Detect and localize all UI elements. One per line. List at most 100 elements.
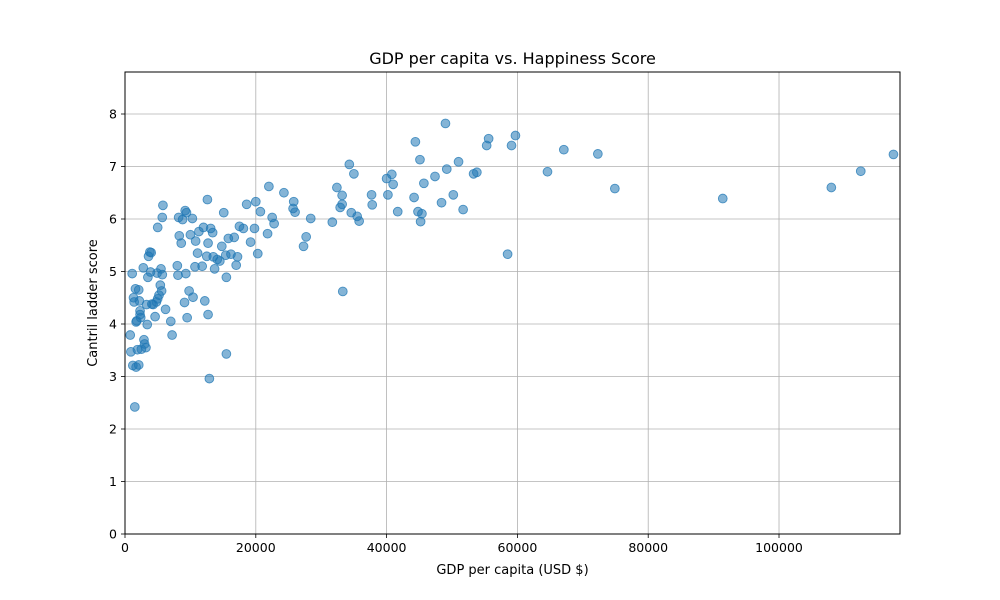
data-point <box>337 190 347 201</box>
data-point <box>436 197 447 208</box>
data-point <box>221 272 232 283</box>
data-point <box>392 206 403 217</box>
y-tick-label: 5 <box>109 264 117 279</box>
data-point <box>199 296 210 306</box>
data-point <box>542 166 553 177</box>
data-point <box>172 260 183 271</box>
data-point <box>204 373 215 384</box>
data-point <box>888 149 899 160</box>
plot-frame <box>124 71 901 535</box>
y-axis-label: Cantril ladder score <box>86 239 101 367</box>
data-point <box>197 261 208 272</box>
data-point <box>173 270 183 281</box>
data-point <box>419 178 429 189</box>
x-tick-label: 80000 <box>628 540 668 555</box>
data-point <box>187 213 198 224</box>
data-point <box>409 192 419 203</box>
data-point <box>181 207 192 218</box>
data-point <box>354 216 364 226</box>
data-point <box>142 319 153 330</box>
data-point <box>855 166 866 177</box>
data-point <box>410 136 421 147</box>
data-point <box>249 223 260 234</box>
data-point <box>176 238 187 249</box>
data-point <box>610 183 620 194</box>
data-point <box>221 349 232 359</box>
data-points <box>125 118 899 412</box>
data-point <box>129 402 140 412</box>
data-point <box>269 218 279 229</box>
data-point <box>298 241 309 252</box>
data-point <box>255 206 266 217</box>
data-point <box>252 248 263 259</box>
grid-lines <box>124 72 900 535</box>
data-point <box>182 312 192 323</box>
data-point <box>472 167 482 178</box>
data-point <box>332 182 342 193</box>
data-point <box>592 149 603 159</box>
y-tick-label: 6 <box>109 212 117 227</box>
data-point <box>502 249 513 260</box>
x-tick-label: 60000 <box>498 540 538 555</box>
data-point <box>207 227 218 238</box>
data-point <box>150 311 160 322</box>
data-point <box>216 241 227 252</box>
data-point <box>185 229 196 240</box>
chart-title: GDP per capita vs. Happiness Score <box>369 49 656 68</box>
data-point <box>506 140 517 151</box>
x-tick-label: 20000 <box>236 540 276 555</box>
x-tick-label: 0 <box>121 540 129 555</box>
data-point <box>558 144 569 155</box>
data-point <box>133 285 144 295</box>
data-point <box>241 199 252 210</box>
y-tick-label: 1 <box>109 474 117 489</box>
data-point <box>238 223 249 234</box>
data-point <box>138 262 149 273</box>
data-point <box>279 187 289 198</box>
data-point <box>826 182 837 193</box>
data-point <box>386 169 397 180</box>
data-point <box>288 196 299 207</box>
data-point <box>156 286 167 296</box>
data-point <box>458 204 468 215</box>
data-point <box>383 190 393 200</box>
data-point <box>245 237 256 247</box>
data-point <box>388 179 398 190</box>
x-axis-label: GDP per capita (USD $) <box>436 563 588 578</box>
data-point <box>510 130 521 141</box>
data-point <box>337 286 348 297</box>
data-point <box>152 222 163 233</box>
data-point <box>229 232 240 243</box>
data-point <box>127 268 138 279</box>
data-point <box>305 213 316 224</box>
y-tick-label: 7 <box>109 159 117 174</box>
data-point <box>327 217 338 228</box>
data-point <box>203 309 213 320</box>
data-point <box>165 316 176 327</box>
data-point <box>214 256 225 266</box>
data-point <box>337 199 347 210</box>
data-point <box>262 228 273 239</box>
data-point <box>167 330 177 340</box>
data-point <box>188 292 198 303</box>
data-point <box>441 164 452 174</box>
data-point <box>135 312 146 323</box>
data-point <box>157 269 168 280</box>
data-point <box>133 360 144 370</box>
data-point <box>453 156 464 167</box>
x-tick-label: 100000 <box>755 540 803 555</box>
data-point <box>125 330 136 340</box>
data-point <box>146 247 157 258</box>
data-point <box>415 154 425 165</box>
y-tick-label: 8 <box>109 107 117 122</box>
axis-ticks: 0 20000 40000 60000 80000 100000 0 1 2 3 4 5 6 7 8 <box>109 107 803 556</box>
data-point <box>440 118 451 129</box>
data-point <box>301 232 312 242</box>
data-point <box>344 159 355 170</box>
data-point <box>483 133 494 144</box>
data-point <box>366 190 377 200</box>
data-point <box>157 212 168 223</box>
data-point <box>367 199 378 210</box>
data-point <box>192 248 203 258</box>
